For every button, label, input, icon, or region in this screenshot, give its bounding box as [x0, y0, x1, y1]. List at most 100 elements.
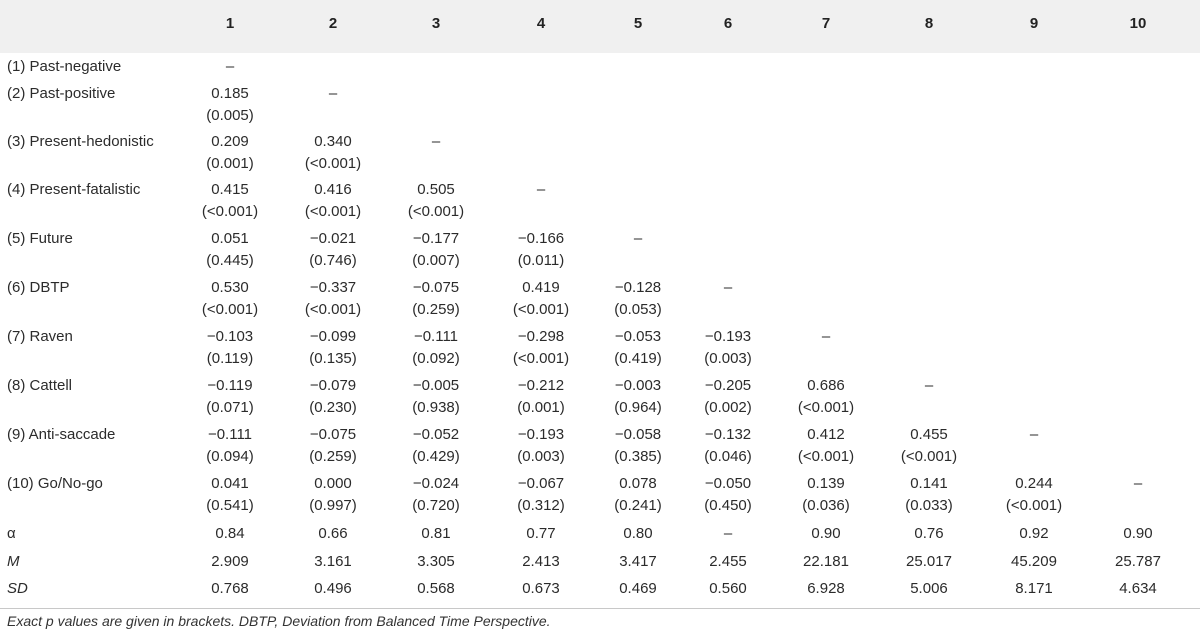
cell-value: 0.505	[417, 181, 455, 198]
table-cell: −0.298 (<0.001)	[496, 326, 586, 370]
table-cell: −0.052 (0.429)	[391, 424, 481, 468]
column-header-5: 5	[633, 15, 643, 32]
cell-p-value: (0.450)	[704, 497, 752, 514]
table-cell: 0.244 (<0.001)	[989, 473, 1079, 517]
cell-p-value: (0.997)	[309, 497, 357, 514]
stat-value: 4.634	[1119, 580, 1157, 597]
cell-value: −0.111	[413, 328, 459, 345]
stat-value: 0.90	[1123, 525, 1153, 542]
table-cell: –	[288, 83, 378, 105]
cell-value: −0.111	[207, 426, 253, 443]
row-label: (2) Past-positive	[7, 85, 116, 102]
cell-p-value: (0.094)	[206, 448, 254, 465]
table-cell: 0.412 (<0.001)	[781, 424, 871, 468]
cell-p-value: (0.385)	[614, 448, 662, 465]
table-cell: 0.209 (0.001)	[185, 131, 275, 175]
cell-value: −0.053	[614, 328, 662, 345]
cell-p-value: (<0.001)	[304, 203, 362, 220]
table-cell: −0.099 (0.135)	[288, 326, 378, 370]
cell-p-value: (0.053)	[614, 301, 662, 318]
column-header-8: 8	[924, 15, 934, 32]
row-label: (8) Cattell	[7, 377, 73, 394]
cell-value: −0.079	[309, 377, 357, 394]
cell-p-value: (0.001)	[517, 399, 565, 416]
cell-p-value: (<0.001)	[797, 448, 855, 465]
cell-value: −0.003	[614, 377, 662, 394]
table-cell: 0.419 (<0.001)	[496, 277, 586, 321]
cell-value: 0.686	[807, 377, 845, 394]
stat-value: 3.161	[314, 553, 352, 570]
cell-value: −0.103	[206, 328, 254, 345]
stat-label: α	[7, 525, 16, 542]
cell-value: −0.337	[309, 279, 357, 296]
table-cell: –	[496, 179, 586, 201]
column-header-1: 1	[225, 15, 235, 32]
column-header-9: 9	[1029, 15, 1039, 32]
cell-p-value: (<0.001)	[512, 350, 570, 367]
cell-p-value: (<0.001)	[304, 301, 362, 318]
cell-p-value: (0.135)	[309, 350, 357, 367]
column-header-2: 2	[328, 15, 338, 32]
table-cell: 0.000 (0.997)	[288, 473, 378, 517]
cell-p-value: (<0.001)	[900, 448, 958, 465]
stat-value: 0.81	[421, 525, 451, 542]
cell-value: −0.099	[309, 328, 357, 345]
cell-p-value: (<0.001)	[304, 155, 362, 172]
table-divider	[0, 608, 1200, 609]
stat-label: M	[7, 553, 20, 570]
table-cell: −0.053 (0.419)	[593, 326, 683, 370]
table-cell: –	[593, 228, 683, 250]
cell-value: −0.058	[614, 426, 662, 443]
table-cell: 0.416 (<0.001)	[288, 179, 378, 223]
stat-value: 0.77	[526, 525, 556, 542]
row-label: (5) Future	[7, 230, 73, 247]
cell-value: −0.132	[704, 426, 752, 443]
cell-value: −0.166	[517, 230, 565, 247]
cell-p-value: (0.002)	[704, 399, 752, 416]
cell-value: –	[821, 328, 831, 345]
cell-p-value: (0.071)	[206, 399, 254, 416]
table-cell: −0.075 (0.259)	[288, 424, 378, 468]
cell-p-value: (0.964)	[614, 399, 662, 416]
cell-value: 0.141	[910, 475, 948, 492]
cell-p-value: (0.001)	[206, 155, 254, 172]
cell-p-value: (<0.001)	[797, 399, 855, 416]
cell-p-value: (0.036)	[802, 497, 850, 514]
stat-value: 2.909	[211, 553, 249, 570]
cell-value: 0.078	[619, 475, 657, 492]
cell-value: −0.075	[309, 426, 357, 443]
cell-value: 0.051	[211, 230, 249, 247]
table-cell: 0.415 (<0.001)	[185, 179, 275, 223]
cell-p-value: (0.003)	[704, 350, 752, 367]
cell-value: −0.024	[412, 475, 460, 492]
cell-value: −0.212	[517, 377, 565, 394]
row-label: (6) DBTP	[7, 279, 70, 296]
table-header: 1 2 3 4 5 6 7 8 9 10	[0, 0, 1200, 53]
cell-value: –	[431, 133, 441, 150]
cell-p-value: (<0.001)	[201, 203, 259, 220]
stat-value: 0.80	[623, 525, 653, 542]
stat-value: 0.92	[1019, 525, 1049, 542]
cell-value: −0.193	[704, 328, 752, 345]
cell-value: 0.455	[910, 426, 948, 443]
stat-value: 0.469	[619, 580, 657, 597]
cell-p-value: (0.003)	[517, 448, 565, 465]
cell-value: 0.415	[211, 181, 249, 198]
table-cell: –	[989, 424, 1079, 446]
table-cell: −0.177 (0.007)	[391, 228, 481, 272]
table-cell: −0.337 (<0.001)	[288, 277, 378, 321]
cell-value: 0.244	[1015, 475, 1053, 492]
cell-p-value: (0.230)	[309, 399, 357, 416]
stat-value: 22.181	[803, 553, 849, 570]
cell-value: −0.005	[412, 377, 460, 394]
stat-value: 3.417	[619, 553, 657, 570]
cell-p-value: (0.938)	[412, 399, 460, 416]
stat-value: 0.768	[211, 580, 249, 597]
stat-value: 0.66	[318, 525, 348, 542]
column-header-7: 7	[821, 15, 831, 32]
stat-value: 3.305	[417, 553, 455, 570]
table-cell: –	[781, 326, 871, 348]
stat-label: SD	[7, 580, 28, 597]
table-cell: 0.686 (<0.001)	[781, 375, 871, 419]
